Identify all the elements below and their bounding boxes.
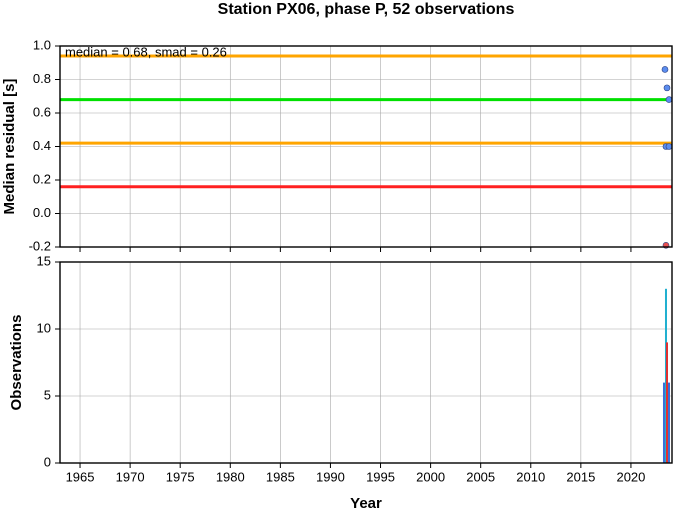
x-tick-label: 2000 [416, 469, 445, 484]
y-tick-label: 0.2 [33, 171, 51, 186]
plot-frame [59, 261, 673, 464]
point [665, 96, 673, 103]
y-axis-label: Observations [8, 315, 25, 411]
x-tick-label: 2010 [516, 469, 545, 484]
y-tick-label: 0 [44, 454, 51, 469]
y-axis-label: Median residual [s] [1, 79, 18, 215]
y-tick-label: 0.0 [33, 205, 51, 220]
chart-title: Station PX06, phase P, 52 observations [218, 1, 515, 18]
y-tick-label: 5 [44, 387, 51, 402]
point [663, 84, 671, 92]
x-tick-label: 2020 [616, 469, 645, 484]
x-tick-label: 1970 [116, 469, 145, 484]
x-tick-label: 1995 [366, 469, 395, 484]
annotation: median = 0.68, smad = 0.26 [65, 44, 227, 59]
y-tick-label: 1.0 [33, 37, 51, 52]
y-tick-label: -0.2 [29, 238, 51, 253]
point [661, 66, 669, 73]
x-tick-label: 1965 [66, 469, 95, 484]
x-tick-label: 1975 [166, 469, 195, 484]
x-axis-label: Year [350, 495, 382, 511]
bar [662, 382, 665, 463]
x-tick-label: 2015 [566, 469, 595, 484]
bar [667, 382, 670, 463]
y-tick-label: 10 [37, 320, 51, 335]
y-tick-label: 0.4 [33, 138, 51, 153]
point [665, 143, 673, 150]
y-tick-label: 15 [37, 253, 51, 268]
y-tick-label: 0.6 [33, 104, 51, 119]
x-tick-label: 1985 [266, 469, 295, 484]
x-tick-label: 1990 [316, 469, 345, 484]
bar [665, 342, 668, 463]
x-tick-label: 2005 [466, 469, 495, 484]
bar [664, 288, 667, 463]
y-tick-label: 0.8 [33, 71, 51, 86]
plot-frame [59, 45, 673, 248]
x-tick-label: 1980 [216, 469, 245, 484]
